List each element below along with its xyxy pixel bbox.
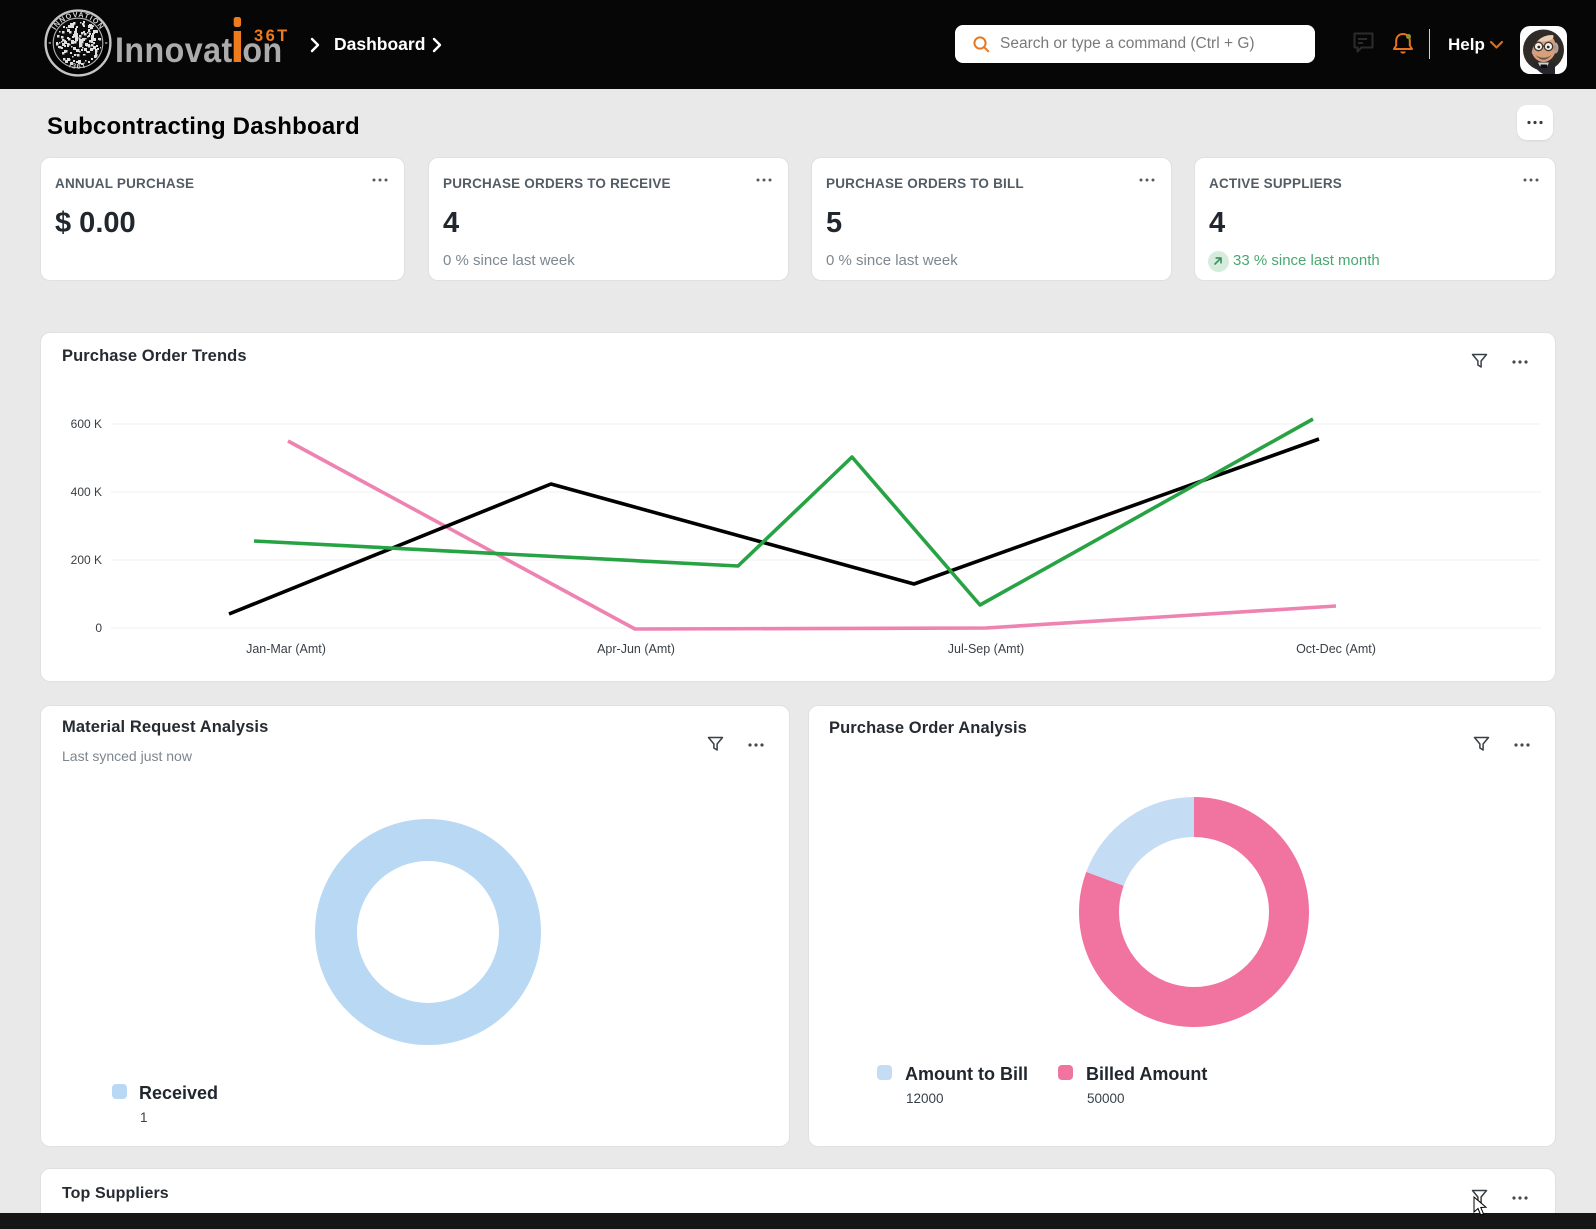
svg-text:Jul-Sep (Amt): Jul-Sep (Amt) [948, 642, 1024, 656]
svg-text:400 K: 400 K [71, 485, 102, 499]
svg-text:0: 0 [95, 621, 102, 635]
svg-text:Oct-Dec (Amt): Oct-Dec (Amt) [1296, 642, 1376, 656]
svg-text:I36T: I36T [68, 60, 88, 70]
svg-text:600 K: 600 K [71, 417, 102, 431]
svg-text:Jan-Mar (Amt): Jan-Mar (Amt) [246, 642, 326, 656]
svg-text:Apr-Jun (Amt): Apr-Jun (Amt) [597, 642, 675, 656]
svg-text:200 K: 200 K [71, 553, 102, 567]
